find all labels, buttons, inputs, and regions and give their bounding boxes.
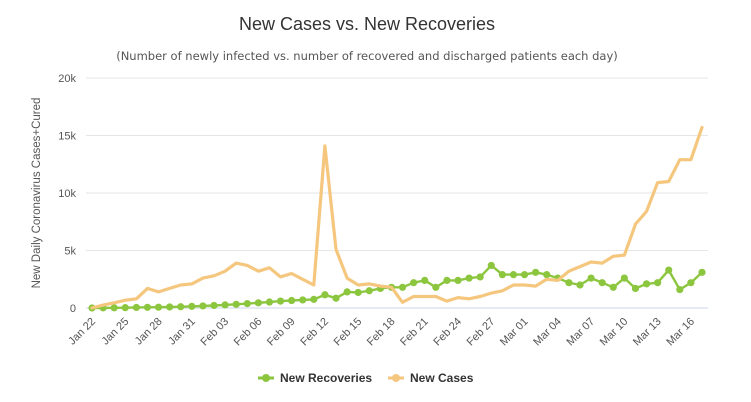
y-axis-label: New Daily Coronavirus Cases+Cured: [31, 98, 43, 289]
data-point: [265, 298, 274, 306]
data-point: [642, 280, 651, 288]
x-tick-label: Mar 07: [565, 316, 598, 349]
series-new-recoveries: [88, 261, 706, 312]
series-group: [88, 125, 706, 312]
data-point: [243, 300, 251, 308]
x-tick-label: Feb 18: [365, 316, 398, 349]
data-point: [210, 301, 218, 310]
data-point: [487, 261, 495, 270]
x-tick-label: Feb 12: [298, 316, 331, 349]
gridlines: [86, 77, 708, 309]
data-point: [509, 271, 518, 279]
data-point: [188, 302, 196, 310]
x-tick-label: Mar 01: [498, 316, 531, 349]
x-tick-label: Jan 28: [133, 316, 165, 348]
data-point: [221, 301, 229, 309]
data-point: [665, 266, 673, 274]
legend-label: New Cases: [410, 371, 474, 385]
x-tick-label: Mar 16: [664, 316, 697, 349]
data-point: [654, 279, 662, 287]
x-tick-label: Mar 04: [531, 316, 564, 349]
legend: New Recoveries New Cases: [258, 371, 474, 385]
data-point: [321, 291, 329, 299]
data-point: [121, 304, 129, 312]
legend-label: New Recoveries: [280, 371, 372, 385]
data-point: [443, 276, 451, 284]
series-line: [90, 125, 704, 310]
data-point: [598, 279, 606, 287]
data-point: [332, 294, 340, 302]
x-tick-label: Jan 22: [66, 316, 98, 348]
data-point: [299, 296, 307, 304]
y-tick-label: 0: [70, 303, 76, 315]
data-point: [410, 279, 418, 287]
data-point: [166, 303, 174, 311]
x-tick-label: Feb 24: [431, 316, 464, 349]
data-point: [620, 274, 628, 282]
data-point: [365, 287, 373, 295]
x-tick-label: Mar 10: [598, 316, 631, 349]
data-point: [110, 304, 118, 312]
x-tick-label: Feb 15: [332, 316, 365, 349]
data-point: [310, 295, 318, 303]
data-point: [498, 271, 506, 279]
legend-marker: [392, 374, 400, 382]
data-point: [565, 279, 573, 287]
data-point: [609, 283, 617, 291]
x-tick-label: Feb 06: [232, 316, 265, 349]
data-point: [232, 300, 240, 308]
data-point: [276, 297, 285, 305]
data-point: [199, 302, 207, 310]
legend-item[interactable]: New Recoveries: [258, 371, 372, 385]
data-point: [398, 283, 407, 291]
legend-item[interactable]: New Cases: [388, 371, 474, 385]
y-tick-label: 5k: [64, 246, 76, 258]
data-point: [132, 303, 140, 312]
chart-subtitle: (Number of newly infected vs. number of …: [116, 49, 618, 63]
x-axis: Jan 22 Jan 25 Jan 28 Jan 31 Feb 03 Feb 06 Feb …: [66, 316, 697, 349]
data-point: [631, 284, 640, 293]
data-point: [288, 296, 296, 305]
x-tick-label: Jan 25: [100, 316, 132, 348]
data-point: [543, 271, 551, 279]
x-tick-label: Feb 03: [199, 316, 232, 349]
y-axis: 0 5k 10k 15k 20k: [58, 73, 76, 315]
data-point: [587, 274, 595, 282]
data-point: [421, 276, 429, 284]
data-point: [476, 273, 484, 281]
series-new-cases: [90, 125, 704, 310]
data-point: [465, 274, 473, 282]
data-point: [343, 288, 351, 296]
data-point: [454, 276, 462, 284]
data-point: [676, 286, 684, 294]
data-point: [520, 271, 529, 279]
legend-marker: [262, 374, 270, 382]
data-point: [432, 283, 440, 291]
data-point: [254, 299, 262, 307]
x-tick-label: Mar 13: [631, 316, 664, 349]
data-point: [354, 288, 362, 297]
data-point: [698, 268, 706, 276]
data-point: [143, 303, 152, 311]
chart-title: New Cases vs. New Recoveries: [239, 14, 495, 34]
y-tick-label: 20k: [58, 73, 76, 85]
data-point: [177, 303, 185, 311]
y-tick-label: 10k: [58, 188, 76, 200]
x-tick-label: Feb 09: [265, 316, 298, 349]
x-tick-label: Jan 31: [166, 316, 198, 348]
data-point: [154, 303, 163, 311]
data-point: [687, 279, 695, 287]
x-tick-label: Feb 21: [398, 316, 431, 349]
data-point: [532, 268, 540, 276]
data-point: [576, 281, 584, 289]
y-tick-label: 15k: [58, 131, 76, 143]
x-tick-label: Feb 27: [465, 316, 498, 349]
